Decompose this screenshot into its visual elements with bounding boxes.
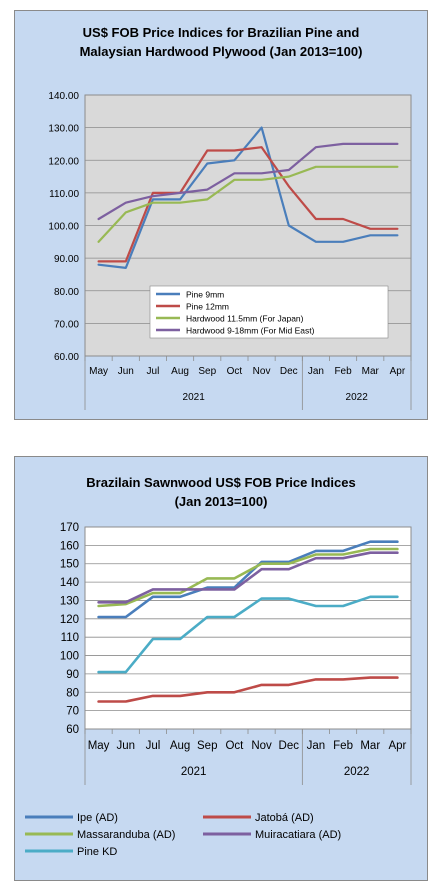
x-tick-label: Feb [333, 740, 353, 752]
x-tick-label: Apr [388, 740, 406, 752]
x-tick-label: Mar [362, 366, 380, 377]
x-tick-label: Oct [227, 366, 243, 377]
x-tick-label: Aug [171, 366, 189, 377]
series-line-massaranduba-ad [97, 547, 399, 608]
y-tick-label: 130 [60, 595, 79, 607]
chart-title-line-1: Brazilain Sawnwood US$ FOB Price Indices [86, 475, 356, 490]
y-tick-label: 110 [61, 632, 79, 644]
y-tick-label: 70 [66, 706, 79, 718]
chart-panel-sawnwood: Brazilain Sawnwood US$ FOB Price Indices… [14, 456, 428, 881]
y-tick-label: 130.00 [48, 124, 79, 135]
series-line-pine-9mm [97, 126, 399, 269]
y-tick-label: 60.00 [54, 352, 79, 363]
legend-label: Hardwood 11.5mm (For Japan) [186, 314, 304, 324]
y-tick-label: 150 [60, 559, 79, 571]
legend-label: Hardwood 9-18mm (For Mid East) [186, 326, 315, 336]
x-tick-label: Jan [307, 740, 326, 752]
x-tick-label: Jun [116, 740, 135, 752]
x-tick-label: Nov [253, 366, 271, 377]
y-tick-label: 100.00 [48, 222, 79, 233]
x-tick-label: Dec [280, 366, 298, 377]
y-tick-label: 90.00 [54, 254, 79, 265]
series-line-ipe-ad [97, 540, 399, 619]
y-tick-label: 70.00 [54, 319, 79, 330]
chart-title-line-2: Malaysian Hardwood Plywood (Jan 2013=100… [79, 44, 363, 59]
x-tick-label: Dec [279, 740, 300, 752]
y-tick-label: 80.00 [54, 287, 79, 298]
legend-label: Pine 9mm [186, 290, 224, 300]
x-tick-label: Jun [118, 366, 134, 377]
chart-title-line-1: US$ FOB Price Indices for Brazilian Pine… [82, 25, 360, 40]
x-tick-label: May [88, 740, 110, 752]
x-tick-label: May [89, 366, 108, 377]
legend-label: Pine 12mm [186, 302, 229, 312]
year-group-label: 2022 [344, 766, 370, 778]
y-tick-label: 140 [60, 577, 79, 589]
y-tick-label: 120.00 [48, 156, 79, 167]
x-tick-label: Jan [308, 366, 324, 377]
chart-panel-plywood: US$ FOB Price Indices for Brazilian Pine… [14, 10, 428, 420]
y-tick-label: 160 [60, 540, 79, 552]
series-line-hardwood-11-5mm-for-japan [97, 165, 399, 243]
y-tick-label: 60 [66, 724, 79, 736]
plot-area [84, 526, 412, 730]
sawnwood-price-chart: 60 70 80 90 100 110 120 130 140 150 160 170 May Jun Ju… [25, 522, 412, 858]
y-tick-label: 80 [66, 687, 79, 699]
x-tick-label: Aug [170, 740, 190, 752]
x-tick-label: Oct [225, 740, 244, 752]
series-line-pine-kd [97, 595, 399, 674]
y-tick-label: 140.00 [48, 91, 79, 102]
series-line-jatob-ad [97, 676, 399, 703]
plywood-price-chart: 60.00 70.00 80.00 90.00 100.00 110.00 120.00 13… [48, 91, 412, 410]
year-group-label: 2021 [181, 766, 207, 778]
legend-label: Pine KD [77, 846, 117, 858]
legend-label: Massaranduba (AD) [77, 829, 175, 841]
chart-title-line-2: (Jan 2013=100) [174, 494, 268, 509]
x-tick-label: Sep [198, 366, 216, 377]
legend-label: Jatobá (AD) [255, 812, 314, 824]
legend-label: Ipe (AD) [77, 812, 118, 824]
y-tick-label: 90 [66, 669, 79, 681]
y-tick-label: 120 [60, 614, 79, 626]
legend-box [149, 285, 389, 339]
y-tick-label: 110.00 [49, 189, 79, 200]
x-tick-label: Apr [390, 366, 406, 377]
y-tick-label: 170 [60, 522, 79, 534]
y-tick-label: 100 [60, 651, 79, 663]
x-tick-label: Mar [360, 740, 380, 752]
series-line-muiracatiara-ad [97, 551, 399, 604]
x-tick-label: Feb [334, 366, 352, 377]
x-tick-label: Sep [197, 740, 217, 752]
x-tick-label: Jul [147, 366, 160, 377]
legend-label: Muiracatiara (AD) [255, 829, 341, 841]
series-line-hardwood-9-18mm-for-mid-east [97, 142, 399, 221]
year-group-label: 2022 [346, 392, 369, 403]
x-tick-label: Jul [146, 740, 161, 752]
x-tick-label: Nov [251, 740, 272, 752]
year-group-label: 2021 [183, 392, 206, 403]
